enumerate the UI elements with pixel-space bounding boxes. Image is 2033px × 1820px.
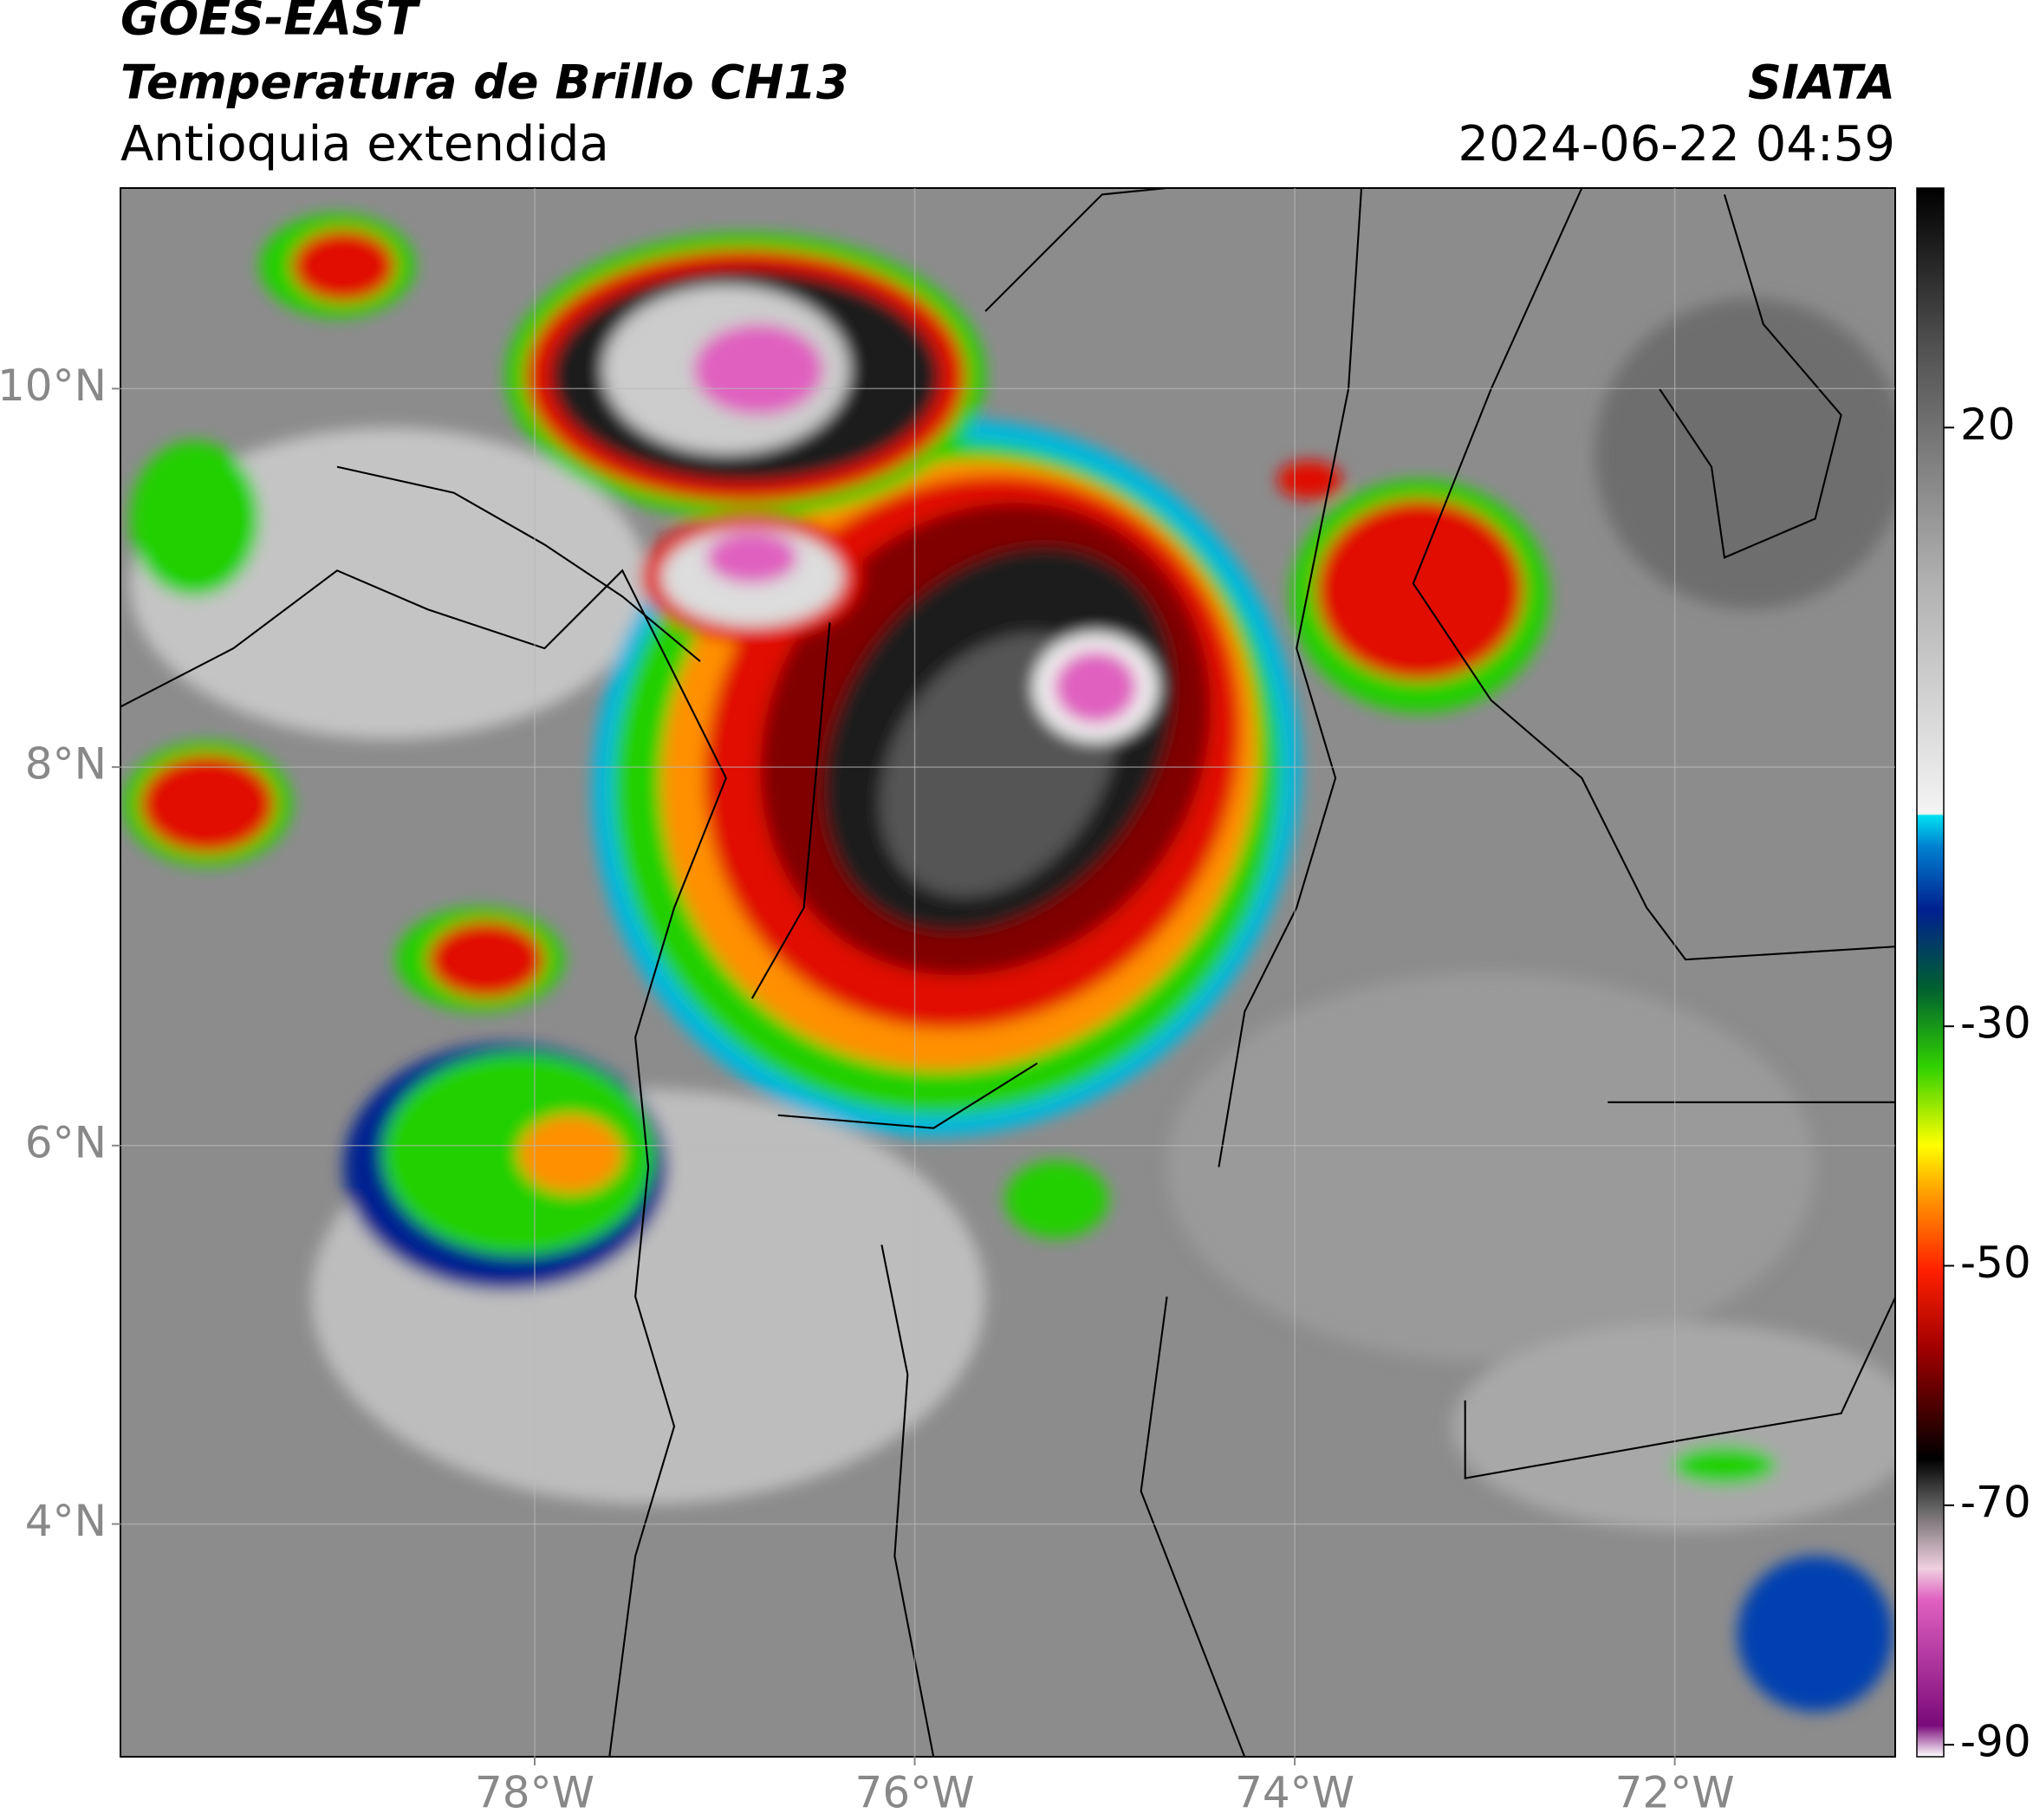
region: Antioquia extendida: [120, 116, 609, 172]
x-tick-label: 76°W: [855, 1768, 975, 1818]
subtitle: Temperatura de Brillo CH13: [120, 55, 849, 110]
y-tick-label: 4°N: [25, 1496, 107, 1546]
colorbar-tick-label: -50: [1960, 1238, 2031, 1288]
satellite-image: [120, 188, 1895, 1757]
title: GOES-EAST: [120, 0, 421, 46]
x-tick-label: 72°W: [1615, 1768, 1735, 1818]
source: SIATA: [1748, 55, 1895, 110]
colorbar-tick-label: -30: [1960, 998, 2031, 1049]
colorbar: [1916, 187, 1945, 1758]
x-tick-label: 74°W: [1235, 1768, 1354, 1818]
y-tick-label: 8°N: [25, 739, 107, 790]
y-tick-label: 10°N: [0, 361, 107, 411]
colorbar-tick-label: -90: [1960, 1717, 2031, 1767]
timestamp: 2024-06-22 04:59: [1458, 116, 1895, 172]
colorbar-tick-label: -70: [1960, 1477, 2031, 1527]
map-frame: [120, 187, 1896, 1758]
x-tick-label: 78°W: [475, 1768, 594, 1818]
colorbar-tick-label: 20: [1960, 400, 2016, 450]
y-tick-label: 6°N: [25, 1117, 107, 1167]
